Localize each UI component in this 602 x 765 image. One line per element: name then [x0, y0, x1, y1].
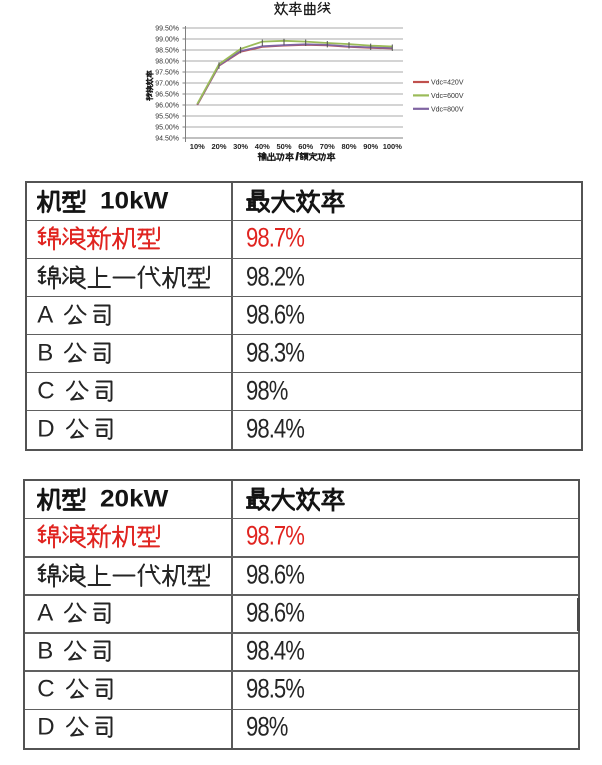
- svg-text:99.00%: 99.00%: [155, 37, 179, 44]
- svg-text:94.50%: 94.50%: [155, 136, 179, 143]
- svg-text:10%: 10%: [190, 142, 205, 151]
- svg-text:Vdc=800V: Vdc=800V: [431, 106, 464, 113]
- svg-text:95.50%: 95.50%: [155, 114, 179, 121]
- svg-text:96.00%: 96.00%: [155, 103, 179, 110]
- svg-text:20%: 20%: [211, 142, 226, 151]
- svg-text:96.50%: 96.50%: [155, 92, 179, 99]
- svg-text:50%: 50%: [276, 142, 291, 151]
- svg-text:60%: 60%: [298, 142, 313, 151]
- svg-text:97.50%: 97.50%: [155, 70, 179, 77]
- svg-text:99.50%: 99.50%: [155, 26, 179, 33]
- svg-text:90%: 90%: [363, 142, 378, 151]
- svg-text:100%: 100%: [383, 142, 403, 151]
- svg-text:98.50%: 98.50%: [155, 48, 179, 55]
- svg-text:70%: 70%: [320, 142, 335, 151]
- svg-text:30%: 30%: [233, 142, 248, 151]
- svg-text:95.00%: 95.00%: [155, 125, 179, 132]
- svg-text:Vdc=600V: Vdc=600V: [431, 93, 464, 100]
- svg-text:/: /: [296, 152, 299, 163]
- svg-text:80%: 80%: [341, 142, 356, 151]
- svg-text:98.00%: 98.00%: [155, 59, 179, 66]
- svg-text:40%: 40%: [255, 142, 270, 151]
- svg-text:Vdc=420V: Vdc=420V: [431, 80, 464, 87]
- svg-text:97.00%: 97.00%: [155, 81, 179, 88]
